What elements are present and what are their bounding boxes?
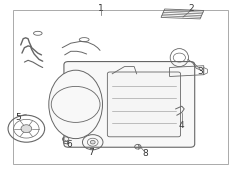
Text: 4: 4	[179, 121, 185, 130]
Text: 2: 2	[189, 4, 194, 13]
Text: 7: 7	[89, 148, 94, 157]
Text: 5: 5	[15, 113, 21, 122]
FancyBboxPatch shape	[107, 72, 181, 137]
Text: 3: 3	[197, 67, 203, 76]
Text: 8: 8	[142, 149, 148, 158]
Text: 6: 6	[67, 140, 72, 149]
Circle shape	[90, 140, 95, 144]
Circle shape	[21, 125, 32, 133]
Text: 1: 1	[98, 4, 104, 13]
FancyBboxPatch shape	[64, 62, 195, 147]
Ellipse shape	[49, 70, 102, 139]
Bar	[13, 10, 228, 164]
